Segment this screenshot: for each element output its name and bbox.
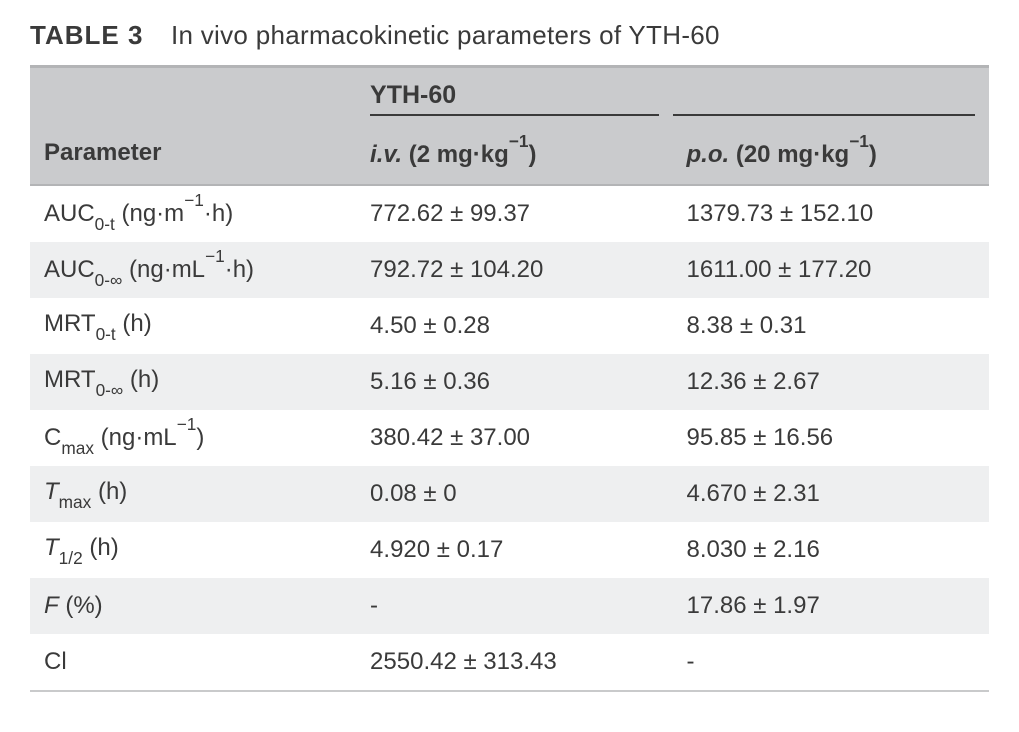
- pk-table: YTH-60 Parameter i.v. (2 mg·kg−1) p.o. (…: [30, 65, 989, 692]
- po-cell: 12.36 ± 2.67: [673, 354, 989, 410]
- page: TABLE 3 In vivo pharmacokinetic paramete…: [0, 0, 1019, 732]
- param-cell: F (%): [30, 578, 356, 634]
- col-header-parameter: Parameter: [30, 122, 356, 185]
- po-cell: 4.670 ± 2.31: [673, 466, 989, 522]
- param-cell: MRT0-∞ (h): [30, 354, 356, 410]
- table-caption: In vivo pharmacokinetic parameters of YT…: [171, 20, 720, 50]
- iv-cell: 2550.42 ± 313.43: [356, 634, 672, 691]
- table-row: MRT0-∞ (h) 5.16 ± 0.36 12.36 ± 2.67: [30, 354, 989, 410]
- po-cell: 8.38 ± 0.31: [673, 298, 989, 354]
- param-cell: MRT0-t (h): [30, 298, 356, 354]
- group-header-blank: [30, 67, 356, 123]
- group-header-underline-ext: [673, 114, 975, 116]
- param-cell: Tmax (h): [30, 466, 356, 522]
- param-cell: AUC0-∞ (ng·mL−1·h): [30, 242, 356, 298]
- po-cell: 1611.00 ± 177.20: [673, 242, 989, 298]
- po-cell: 1379.73 ± 152.10: [673, 185, 989, 242]
- table-label: TABLE 3: [30, 20, 143, 50]
- iv-cell: -: [356, 578, 672, 634]
- group-header-compound-ext: [673, 67, 989, 123]
- col-header-po: p.o. (20 mg·kg−1): [673, 122, 989, 185]
- iv-cell: 772.62 ± 99.37: [356, 185, 672, 242]
- table-row: AUC0-t (ng·m−1·h) 772.62 ± 99.37 1379.73…: [30, 185, 989, 242]
- iv-cell: 792.72 ± 104.20: [356, 242, 672, 298]
- group-header-compound: YTH-60: [356, 67, 672, 123]
- param-cell: AUC0-t (ng·m−1·h): [30, 185, 356, 242]
- table-row: MRT0-t (h) 4.50 ± 0.28 8.38 ± 0.31: [30, 298, 989, 354]
- iv-cell: 0.08 ± 0: [356, 466, 672, 522]
- param-cell: T1/2 (h): [30, 522, 356, 578]
- col-header-iv: i.v. (2 mg·kg−1): [356, 122, 672, 185]
- table-row: Cmax (ng·mL−1) 380.42 ± 37.00 95.85 ± 16…: [30, 410, 989, 466]
- column-header-row: Parameter i.v. (2 mg·kg−1) p.o. (20 mg·k…: [30, 122, 989, 185]
- iv-cell: 4.50 ± 0.28: [356, 298, 672, 354]
- group-header-compound-label: YTH-60: [370, 81, 456, 109]
- po-cell: -: [673, 634, 989, 691]
- iv-cell: 4.920 ± 0.17: [356, 522, 672, 578]
- iv-cell: 380.42 ± 37.00: [356, 410, 672, 466]
- table-row: Cl 2550.42 ± 313.43 -: [30, 634, 989, 691]
- param-cell: Cl: [30, 634, 356, 691]
- table-title: TABLE 3 In vivo pharmacokinetic paramete…: [30, 20, 989, 51]
- po-cell: 8.030 ± 2.16: [673, 522, 989, 578]
- po-cell: 17.86 ± 1.97: [673, 578, 989, 634]
- table-row: F (%) - 17.86 ± 1.97: [30, 578, 989, 634]
- table-row: Tmax (h) 0.08 ± 0 4.670 ± 2.31: [30, 466, 989, 522]
- iv-cell: 5.16 ± 0.36: [356, 354, 672, 410]
- group-header-row: YTH-60: [30, 67, 989, 123]
- table-row: AUC0-∞ (ng·mL−1·h) 792.72 ± 104.20 1611.…: [30, 242, 989, 298]
- po-cell: 95.85 ± 16.56: [673, 410, 989, 466]
- group-header-underline: [370, 114, 658, 116]
- param-cell: Cmax (ng·mL−1): [30, 410, 356, 466]
- table-row: T1/2 (h) 4.920 ± 0.17 8.030 ± 2.16: [30, 522, 989, 578]
